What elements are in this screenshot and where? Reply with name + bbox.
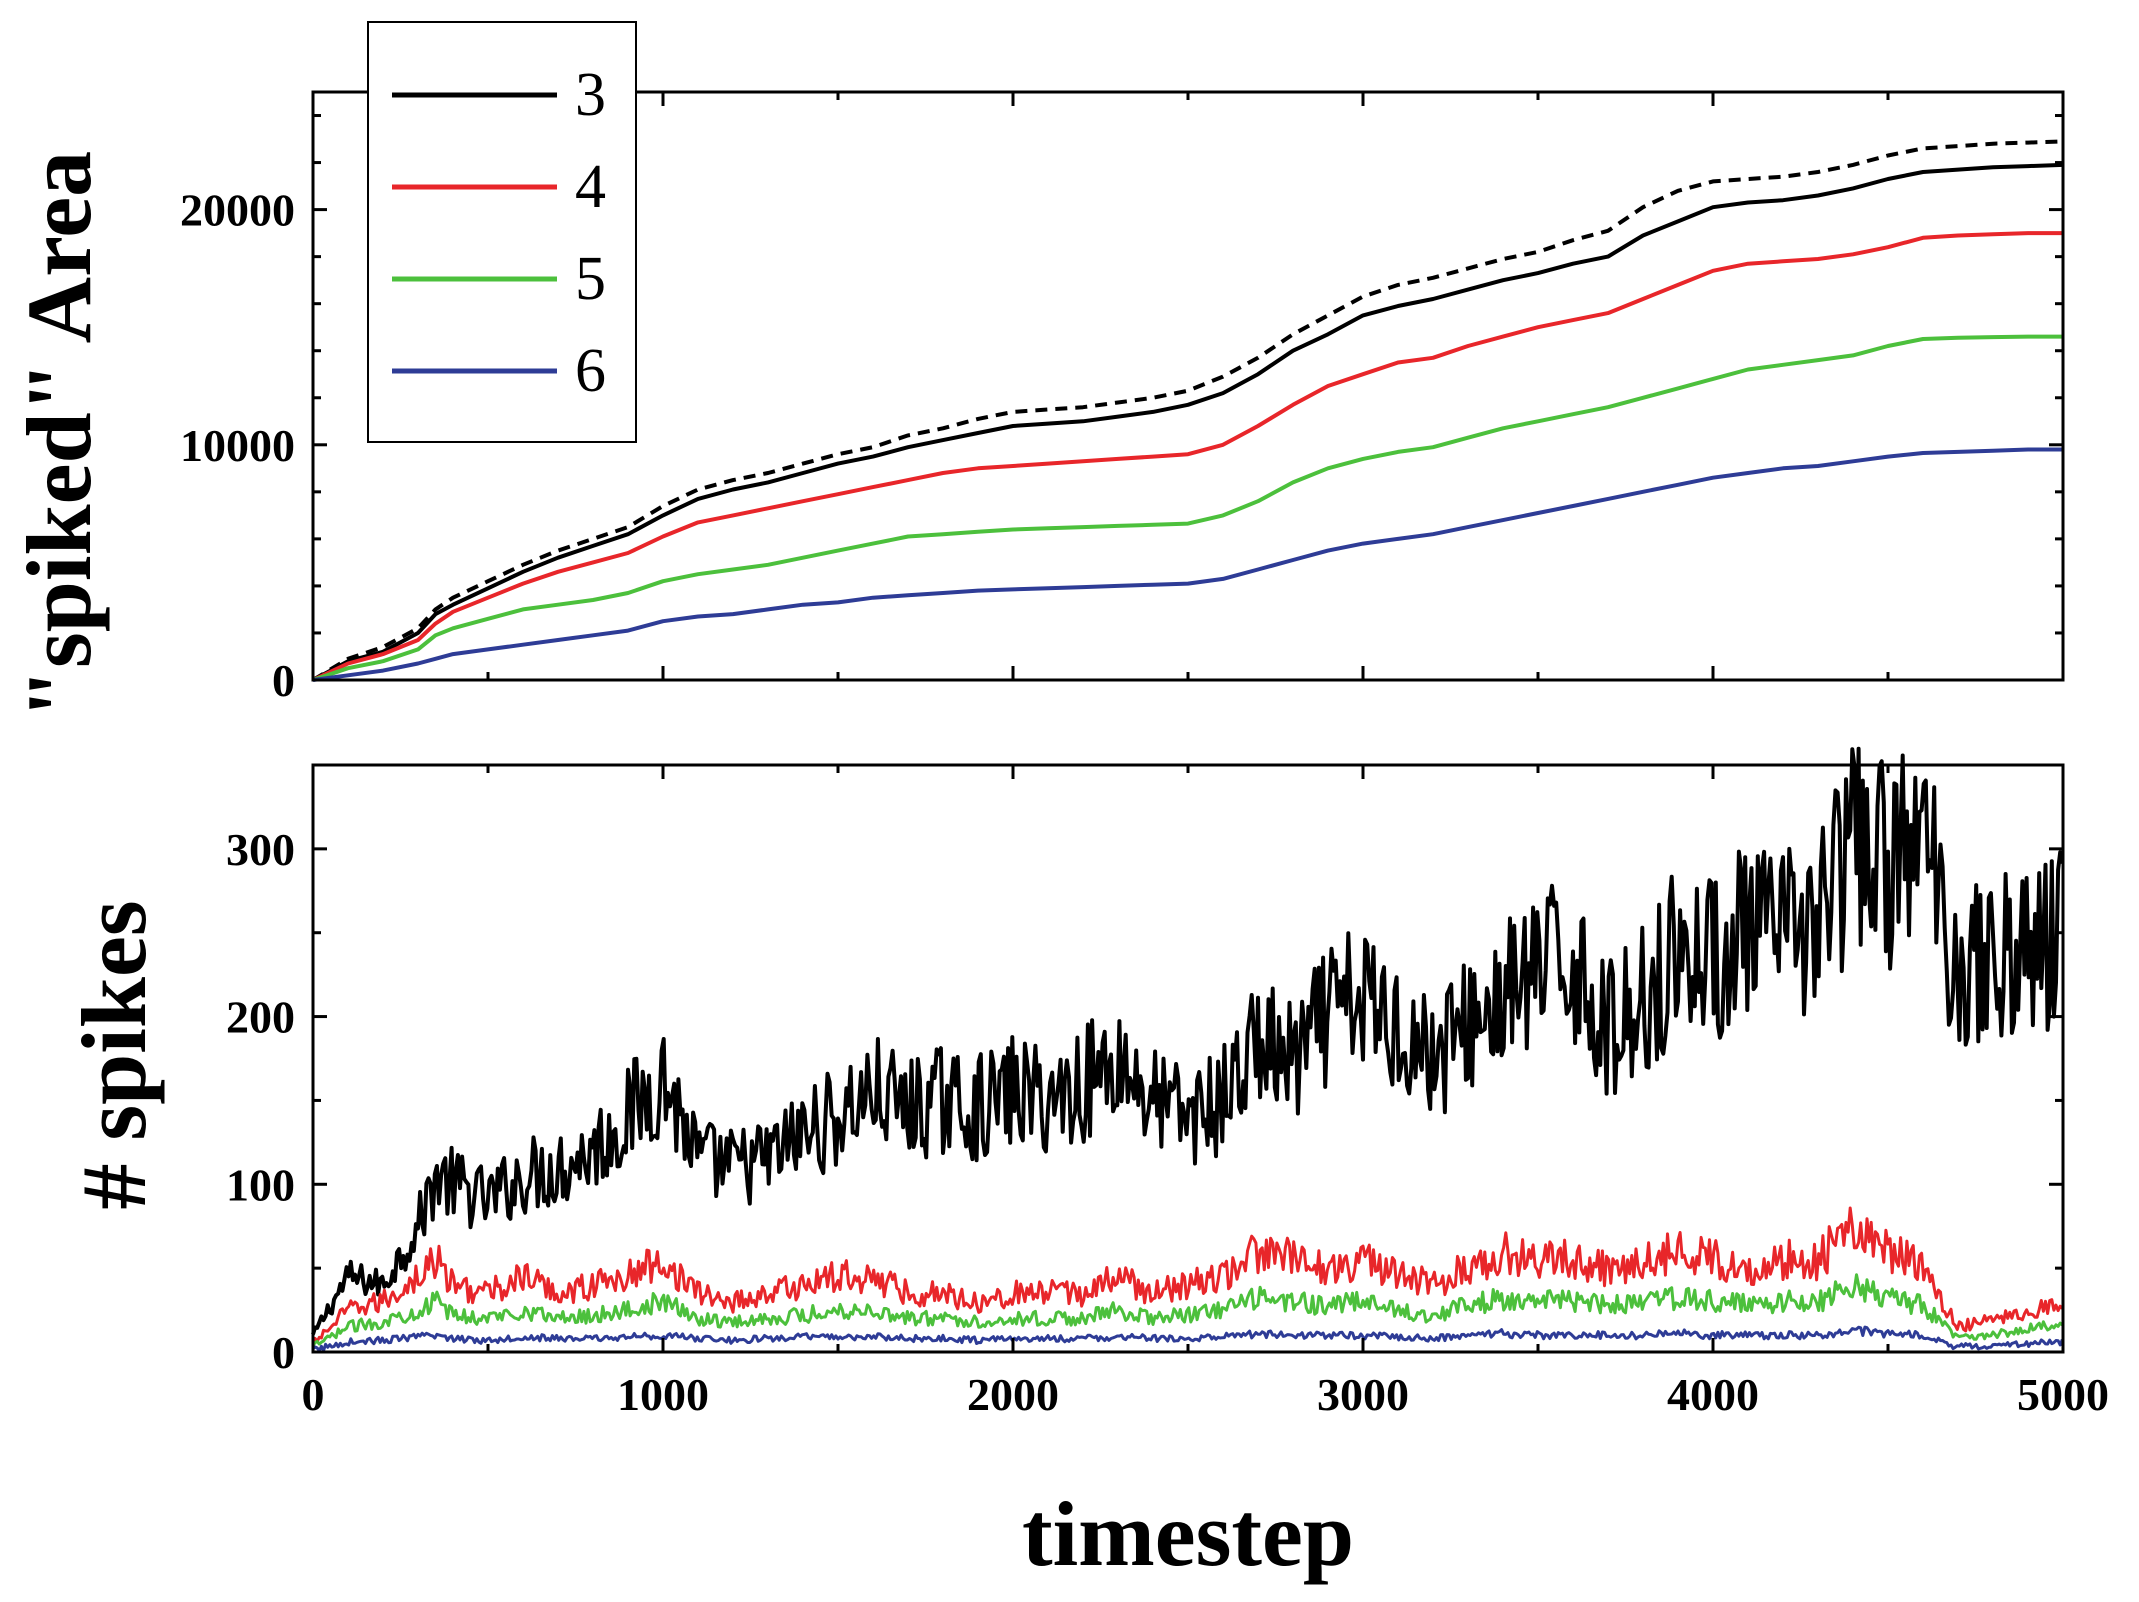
x-tick-label: 3000 [1317,1369,1409,1420]
y-tick-label: 0 [272,1327,295,1378]
y-tick-label: 20000 [180,185,295,236]
y-tick-label: 300 [226,824,295,875]
series-line-5 [312,334,2063,682]
series-line-3 [311,746,2065,1335]
y-tick-label: 0 [272,655,295,706]
series-line-4 [312,231,2063,682]
bottom-series-group [311,746,2065,1353]
legend-label-4: 4 [575,153,606,221]
x-tick-label: 0 [302,1369,325,1420]
legend-label-6: 6 [575,337,606,405]
top-y-axis-title: "spiked" Area [8,151,110,719]
top-axes: 0 10000 20000 [180,92,2065,706]
y-tick-label: 10000 [180,420,295,471]
bottom-x-axis-title: timestep [1022,1483,1354,1585]
series-line-4 [311,1206,2064,1344]
top-series-group [311,139,2064,682]
y-tick-label: 100 [226,1159,295,1210]
legend-label-5: 5 [575,245,606,313]
x-tick-label: 2000 [967,1369,1059,1420]
bottom-panel: 0 1000 2000 3000 4000 5000 0 100 200 300 # spikes… [63,746,2109,1585]
x-tick-label: 5000 [2017,1369,2109,1420]
series-line-6 [312,447,2063,682]
series-line-5 [311,1273,2064,1347]
x-tick-label: 1000 [617,1369,709,1420]
legend-label-3: 3 [575,61,606,129]
legend: 3 4 5 6 [367,21,637,443]
x-tick-label: 4000 [1667,1369,1759,1420]
bottom-y-axis-title: # spikes [63,900,165,1209]
bottom-axes: 0 1000 2000 3000 4000 5000 0 100 200 300 [226,763,2109,1420]
series-line-6 [311,1325,2064,1353]
series-line-3 [312,162,2064,682]
y-tick-label: 200 [226,992,295,1043]
top-panel: 0 10000 20000 "spiked" Area 3 4 5 6 [8,21,2065,719]
